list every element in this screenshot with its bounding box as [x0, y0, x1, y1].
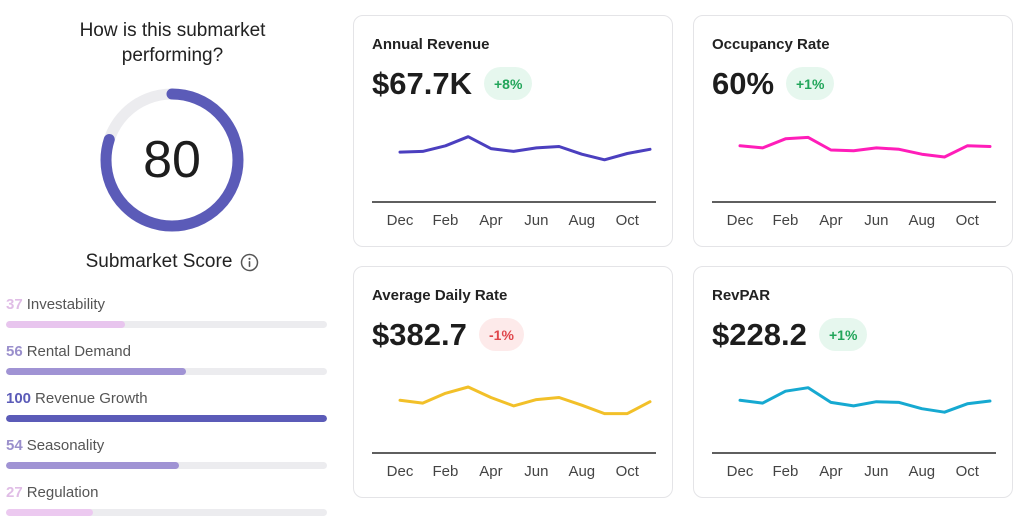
x-tick-label: Jun [864, 212, 888, 229]
x-tick-label: Dec [727, 463, 754, 480]
metric-value: 27 [6, 484, 23, 501]
metric-value: 56 [6, 343, 23, 360]
card-title: Average Daily Rate [372, 287, 508, 304]
change-badge: +8% [484, 67, 533, 100]
change-badge: +1% [819, 318, 868, 351]
metric-regulation: 27 Regulation [6, 478, 327, 525]
x-tick-label: Apr [479, 463, 502, 480]
card-title: Annual Revenue [372, 36, 490, 53]
card-title: Occupancy Rate [712, 36, 830, 53]
x-tick-label: Apr [819, 212, 842, 229]
x-tick-label: Aug [908, 463, 935, 480]
x-tick-label: Oct [956, 463, 980, 480]
metric-revenue-growth: 100 Revenue Growth [6, 384, 327, 431]
metric-bar-track [6, 462, 327, 469]
metric-investability: 37 Investability [6, 290, 327, 337]
change-badge: -1% [479, 318, 524, 351]
x-tick-label: Dec [727, 212, 754, 229]
metric-bar-track [6, 415, 327, 422]
panel-question: How is this submarket performing? [79, 20, 266, 66]
line-chart: Dec Feb Apr Jun Aug Oct [372, 385, 656, 480]
x-tick-label: Oct [956, 212, 980, 229]
x-tick-label: Jun [864, 463, 888, 480]
x-tick-label: Apr [819, 463, 842, 480]
metric-bar-fill [6, 509, 93, 516]
metric-value: 37 [6, 296, 23, 313]
change-badge: +1% [786, 67, 835, 100]
x-tick-label: Jun [524, 463, 548, 480]
card-average-daily-rate[interactable]: Average Daily Rate $382.7 -1% Dec Feb Apr J… [353, 266, 673, 498]
metric-bar-fill [6, 462, 180, 469]
line-chart: Dec Feb Apr Jun Aug Oct [712, 386, 996, 480]
series-line [738, 135, 992, 159]
x-tick-label: Apr [479, 212, 502, 229]
line-chart: Dec Feb Apr Jun Aug Oct [372, 135, 656, 229]
card-value: $228.2 [712, 317, 807, 352]
card-title: RevPAR [712, 287, 771, 304]
metric-rental-demand: 56 Rental Demand [6, 337, 327, 384]
card-value: 60% [712, 66, 775, 101]
metric-value: 54 [6, 437, 23, 454]
line-chart: Dec Feb Apr Jun Aug Oct [712, 135, 996, 229]
metric-bar-fill [6, 368, 186, 375]
metric-bar-track [6, 368, 327, 375]
x-tick-label: Jun [524, 212, 548, 229]
x-tick-label: Dec [387, 463, 414, 480]
x-tick-label: Feb [433, 463, 459, 480]
metric-bar-track [6, 321, 327, 328]
x-tick-label: Dec [387, 212, 414, 229]
metric-label: Revenue Growth [35, 390, 148, 407]
metric-seasonality: 54 Seasonality [6, 431, 327, 478]
x-tick-label: Oct [616, 463, 640, 480]
card-occupancy-rate[interactable]: Occupancy Rate 60% +1% Dec Feb Apr Jun Aug Oc… [693, 15, 1013, 247]
score-gauge-ring [100, 88, 244, 232]
metric-label: Investability [26, 296, 106, 313]
metric-label: Seasonality [26, 437, 105, 454]
x-tick-label: Feb [773, 212, 799, 229]
card-value: $67.7K [372, 66, 472, 101]
series-line [398, 135, 652, 162]
score-value: 80 [143, 131, 201, 189]
score-gauge: 80 [96, 84, 248, 236]
x-tick-label: Aug [568, 463, 595, 480]
x-tick-label: Aug [908, 212, 935, 229]
submarket-score-panel: How is this submarket performing? 80 Sub… [0, 0, 340, 526]
metric-label: Rental Demand [26, 343, 131, 360]
info-icon[interactable] [240, 253, 259, 272]
card-annual-revenue[interactable]: Annual Revenue $67.7K +8% Dec Feb Apr Jun Au… [353, 15, 673, 247]
card-revpar[interactable]: RevPAR $228.2 +1% Dec Feb Apr Jun Aug Oct [693, 266, 1013, 498]
series-line [398, 385, 652, 416]
metric-bar-track [6, 509, 327, 516]
x-tick-label: Oct [616, 212, 640, 229]
metric-bar-fill [6, 415, 327, 422]
x-tick-label: Feb [433, 212, 459, 229]
score-label: Submarket Score [85, 251, 233, 272]
x-tick-label: Feb [773, 463, 799, 480]
score-metrics-list: 37 Investability 56 Rental Demand 100 Reven… [6, 290, 327, 525]
series-line [738, 386, 992, 414]
metric-label: Regulation [26, 484, 99, 501]
metric-bar-fill [6, 321, 125, 328]
metric-value: 100 [6, 390, 32, 407]
card-value: $382.7 [372, 317, 467, 352]
x-tick-label: Aug [568, 212, 595, 229]
score-label-row: Submarket Score [60, 249, 285, 275]
